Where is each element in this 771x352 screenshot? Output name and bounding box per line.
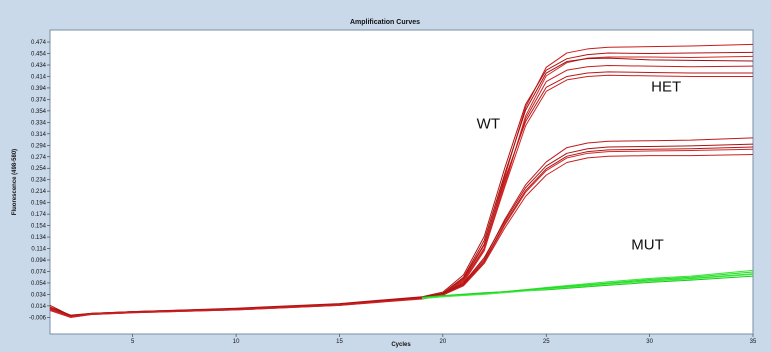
annotation-wt: WT <box>477 116 500 133</box>
y-tick-label: 0.174 <box>31 212 47 218</box>
x-tick-label: 15 <box>336 339 343 345</box>
y-tick-label: -0.006 <box>29 315 47 321</box>
y-tick-label: 0.034 <box>31 292 47 298</box>
series-line-mut-16 <box>422 271 754 299</box>
y-tick-label: 0.454 <box>31 52 47 58</box>
y-tick-label: 0.014 <box>31 304 47 310</box>
x-tick-label: 35 <box>750 339 757 345</box>
y-tick-label: 0.114 <box>31 247 46 253</box>
y-tick-label: 0.314 <box>31 132 47 138</box>
x-axis-ticks: 5 10 15 20 25 30 35 <box>131 334 757 345</box>
y-tick-label: 0.134 <box>31 235 47 241</box>
y-tick-label: 0.054 <box>31 281 47 287</box>
y-tick-label: 0.374 <box>31 97 47 103</box>
y-tick-label: 0.294 <box>31 143 47 149</box>
annotation-het: HET <box>651 78 681 95</box>
x-tick-label: 30 <box>646 339 653 345</box>
annotation-mut: MUT <box>631 237 664 254</box>
y-tick-label: 0.074 <box>31 269 47 275</box>
y-tick-label: 0.434 <box>31 63 47 69</box>
series-layer <box>49 43 754 318</box>
annotation-layer: WT HET MUT <box>477 78 681 253</box>
y-tick-label: 0.334 <box>31 120 47 126</box>
x-tick-label: 5 <box>131 339 135 345</box>
y-tick-label: 0.414 <box>31 74 47 80</box>
chart-title: Amplification Curves <box>350 19 420 26</box>
y-axis-label: Fluorescence (498-580) <box>12 149 18 215</box>
y-tick-label: 0.274 <box>31 155 47 161</box>
y-tick-label: 0.214 <box>31 189 47 195</box>
x-axis-label: Cycles <box>391 342 411 348</box>
y-tick-label: 0.234 <box>31 178 47 184</box>
series-line-wt-7 <box>49 74 753 318</box>
series-line-mut-17 <box>422 273 754 299</box>
x-tick-label: 25 <box>543 339 550 345</box>
y-axis-ticks: -0.006 0.014 0.034 0.054 0.074 0.094 0.114 0.13… <box>29 40 50 321</box>
y-tick-label: 0.194 <box>31 201 47 207</box>
series-line-het-12 <box>49 153 754 318</box>
y-tick-label: 0.354 <box>31 109 47 115</box>
y-tick-label: 0.094 <box>31 258 47 264</box>
series-line-het-9 <box>49 143 754 317</box>
y-tick-label: 0.394 <box>31 86 47 92</box>
x-tick-label: 20 <box>440 339 447 345</box>
y-tick-label: 0.474 <box>31 40 47 46</box>
series-line-mut-15 <box>422 275 754 298</box>
x-tick-label: 10 <box>233 339 240 345</box>
y-tick-label: 0.254 <box>31 166 47 172</box>
y-tick-label: 0.154 <box>31 224 47 230</box>
